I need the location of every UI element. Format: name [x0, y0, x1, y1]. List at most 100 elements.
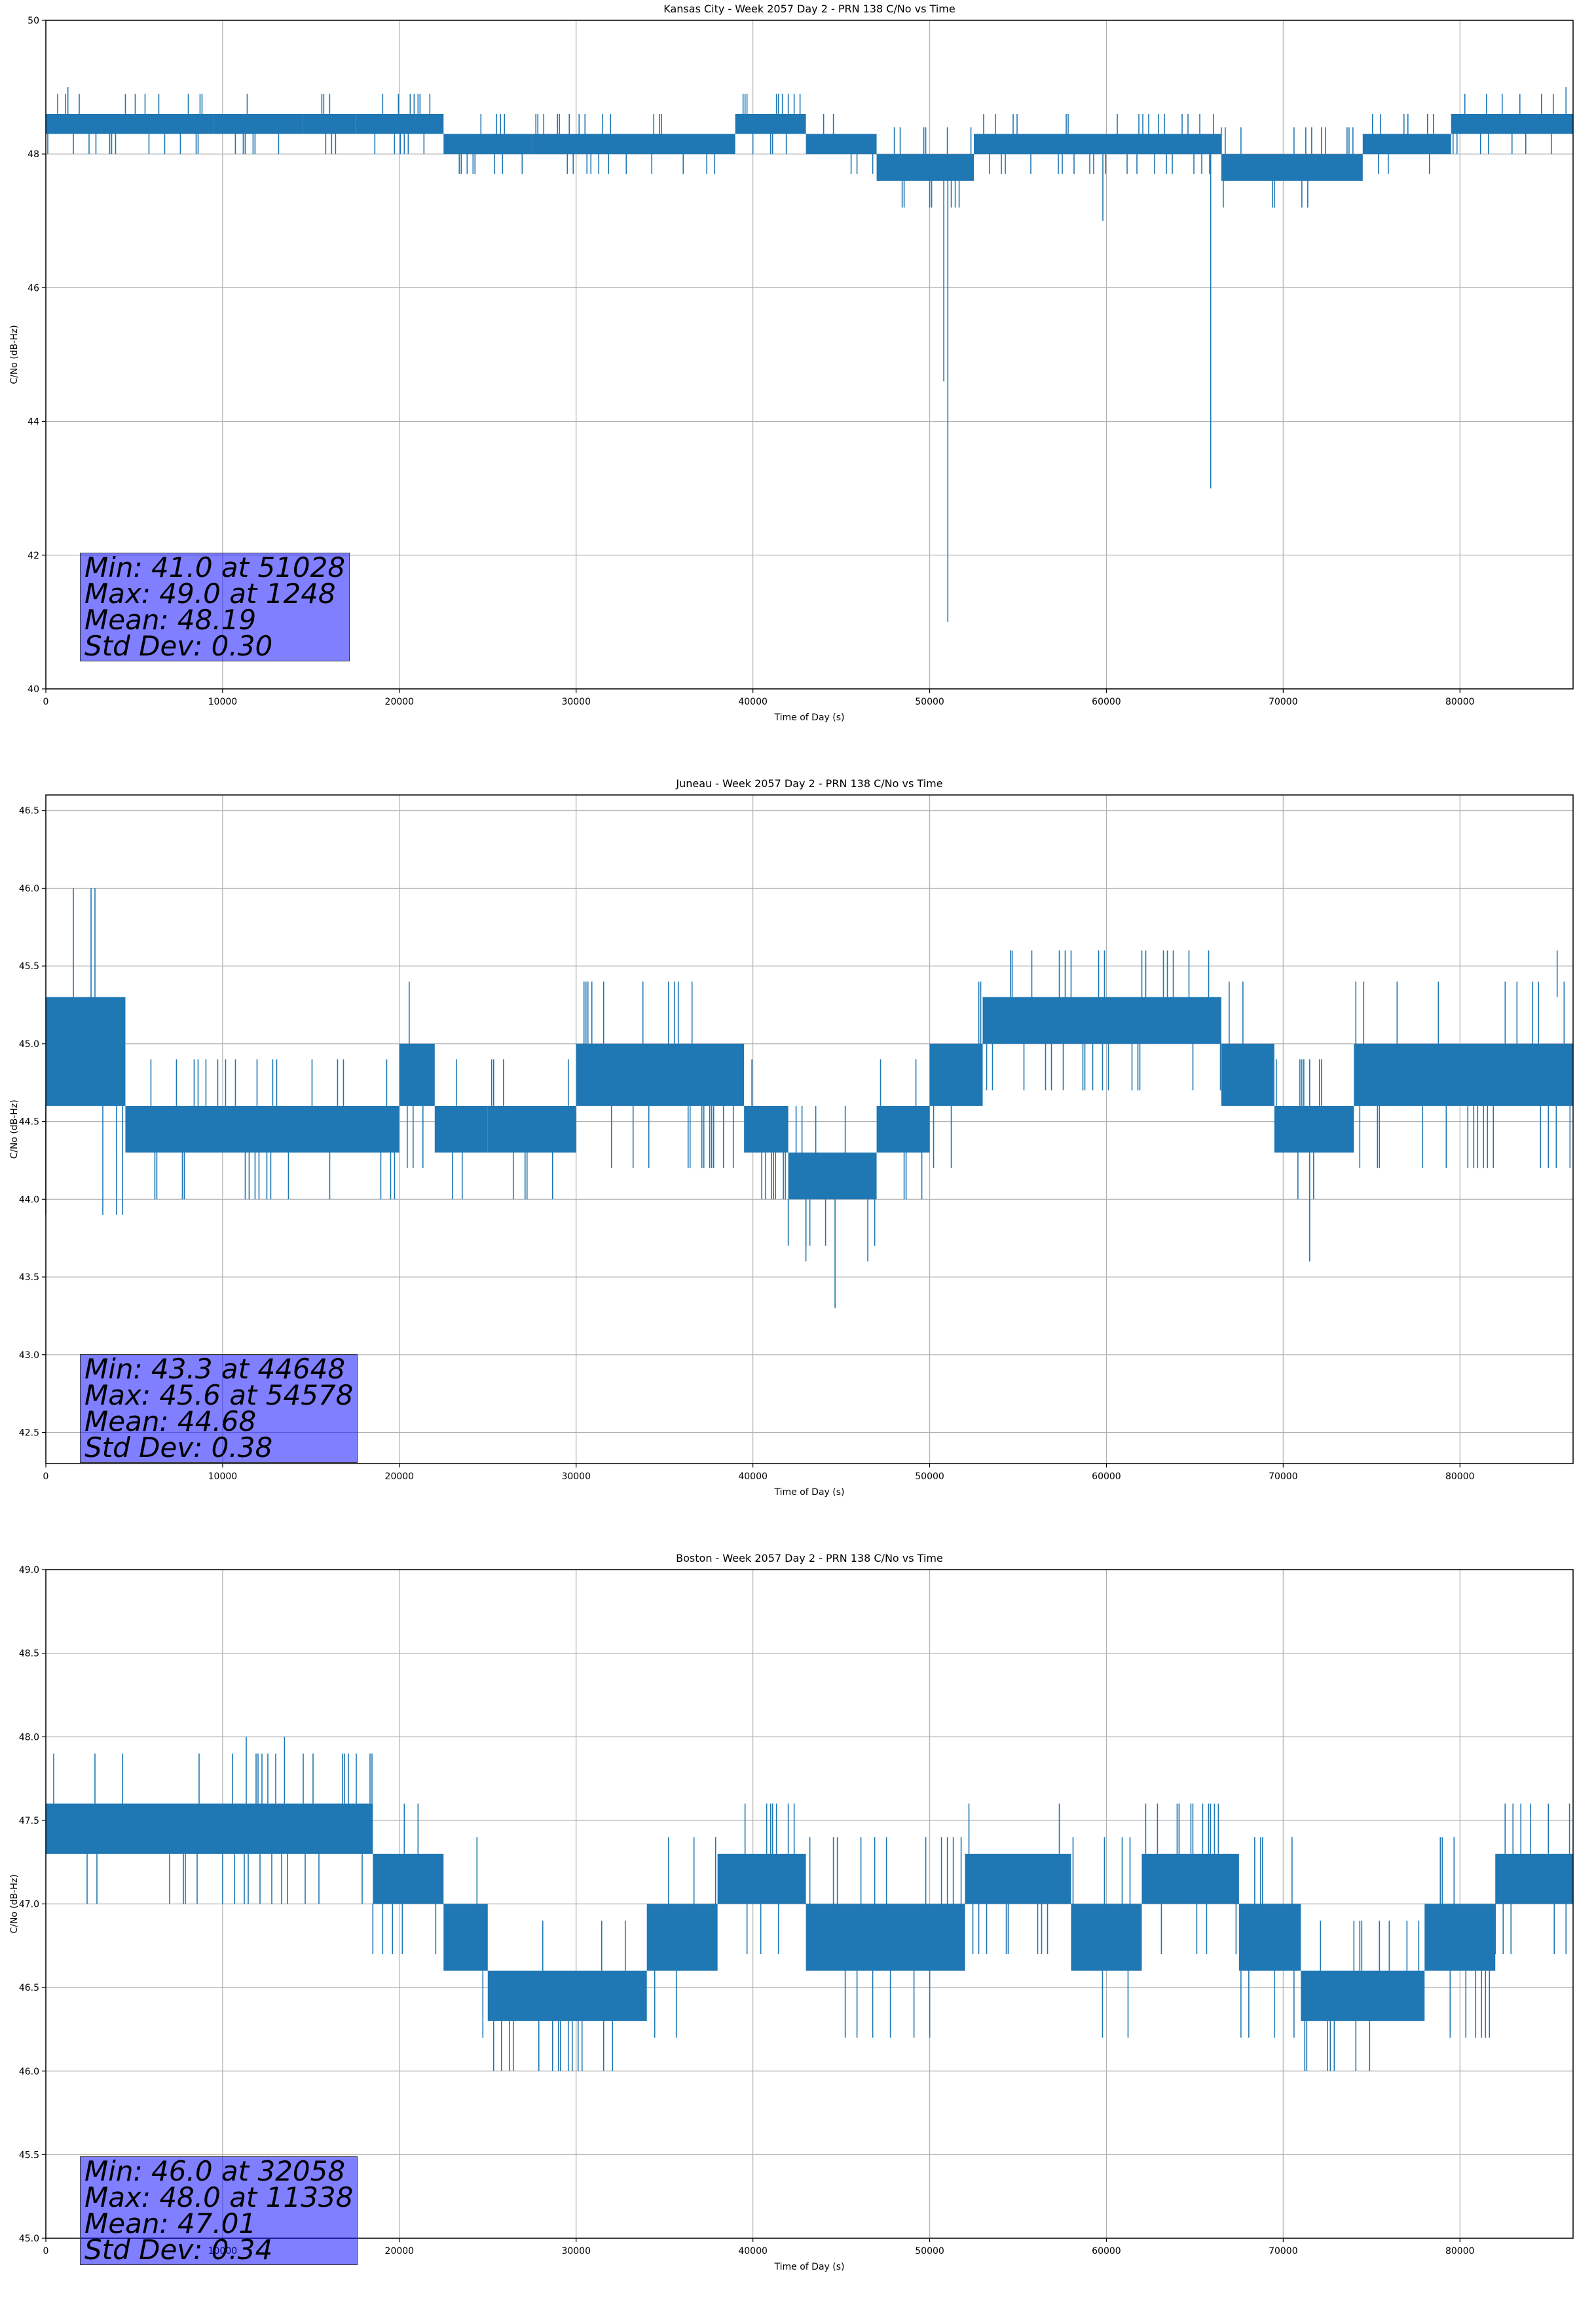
data-band — [46, 1803, 373, 1854]
stat-mean: Mean: 48.19 — [84, 604, 257, 636]
data-band — [302, 113, 356, 134]
y-tick-label: 48.5 — [19, 1649, 39, 1659]
x-tick-label: 30000 — [561, 2246, 591, 2257]
stat-stddev: Std Dev: 0.34 — [84, 2234, 273, 2266]
x-tick-label: 70000 — [1269, 1471, 1298, 1482]
x-tick-label: 50000 — [915, 697, 944, 707]
data-band — [487, 1105, 576, 1153]
y-tick-label: 46.5 — [19, 806, 39, 817]
x-tick-label: 0 — [43, 1471, 49, 1482]
y-tick-label: 46.0 — [19, 2067, 39, 2077]
data-band — [487, 1970, 647, 2021]
data-band — [1362, 134, 1451, 155]
stat-max: Max: 49.0 at 1248 — [84, 578, 336, 610]
x-tick-label: 40000 — [738, 2246, 768, 2257]
chart-boston: 0100002000030000400005000060000700008000… — [0, 1549, 1577, 2324]
data-band — [125, 1105, 399, 1153]
data-band — [443, 134, 532, 155]
plot-frame — [45, 794, 1574, 1464]
data-band — [806, 1904, 965, 1971]
stat-min: Min: 43.3 at 44648 — [84, 1353, 346, 1385]
x-tick-label: 10000 — [208, 697, 238, 707]
data-band — [876, 1105, 930, 1153]
series-line — [46, 1737, 1573, 2071]
stat-stddev: Std Dev: 0.30 — [84, 630, 273, 662]
stats-box: Min: 43.3 at 44648 Max: 45.6 at 54578 Me… — [80, 1354, 358, 1463]
x-tick-label: 60000 — [1092, 1471, 1121, 1482]
x-tick-label: 20000 — [385, 697, 415, 707]
y-tick-label: 47.5 — [19, 1816, 39, 1826]
chart-title: Juneau - Week 2057 Day 2 - PRN 138 C/No … — [675, 777, 942, 790]
y-tick-label: 48 — [28, 149, 39, 160]
data-band — [788, 1153, 877, 1200]
data-band — [735, 113, 806, 134]
x-axis-label: Time of Day (s) — [774, 712, 845, 723]
x-axis-label: Time of Day (s) — [774, 1487, 845, 1498]
y-tick-label: 45.0 — [19, 2234, 39, 2244]
data-band — [46, 113, 90, 134]
stat-mean: Mean: 47.01 — [84, 2207, 257, 2240]
y-tick-label: 44 — [28, 417, 39, 428]
stats-box: Min: 41.0 at 51028 Max: 49.0 at 1248 Mea… — [80, 553, 350, 661]
y-tick-label: 44.5 — [19, 1117, 39, 1128]
y-tick-label: 43.0 — [19, 1350, 39, 1361]
x-tick-label: 60000 — [1092, 2246, 1121, 2257]
x-tick-label: 40000 — [738, 697, 768, 707]
y-tick-label: 42.5 — [19, 1428, 39, 1439]
y-tick-label: 46.5 — [19, 1983, 39, 1993]
data-band — [399, 1043, 435, 1106]
data-band — [1274, 1105, 1354, 1153]
data-band — [443, 1904, 488, 1971]
x-tick-label: 80000 — [1445, 1471, 1475, 1482]
y-axis-label: C/No (dB-Hz) — [9, 1099, 20, 1158]
y-tick-label: 44.0 — [19, 1194, 39, 1205]
x-tick-label: 20000 — [385, 1471, 415, 1482]
data-band — [576, 1043, 745, 1106]
data-band — [1451, 113, 1573, 134]
x-tick-label: 20000 — [385, 2246, 415, 2257]
data-band — [1301, 1970, 1425, 2021]
stat-stddev: Std Dev: 0.38 — [84, 1431, 273, 1464]
chart-juneau: 0 10000 20000 30000 40000 50000 60000 70000 8000… — [0, 775, 1577, 1549]
data-band — [974, 134, 1221, 155]
data-band — [929, 1043, 983, 1106]
data-band — [373, 1853, 444, 1904]
chart-title: Boston - Week 2057 Day 2 - PRN 138 C/No … — [676, 1552, 943, 1564]
data-band — [744, 1105, 788, 1153]
data-band — [1495, 1853, 1573, 1904]
y-tick-label: 43.5 — [19, 1272, 39, 1283]
chart-svg: 0100002000030000400005000060000700008000… — [9, 1552, 1574, 2272]
data-band — [1354, 1043, 1573, 1106]
data-band — [355, 113, 444, 134]
stats-box: Min: 46.0 at 32058 Max: 48.0 at 11338 Me… — [80, 2156, 358, 2265]
data-band — [806, 134, 877, 155]
y-axis-label: C/No (dB-Hz) — [9, 325, 20, 384]
y-tick-label: 42 — [28, 551, 39, 561]
x-tick-label: 80000 — [1445, 2246, 1475, 2257]
data-band — [532, 134, 735, 155]
x-tick-label: 0 — [43, 697, 49, 707]
stat-min: Min: 46.0 at 32058 — [84, 2155, 346, 2187]
x-tick-label: 50000 — [915, 2246, 944, 2257]
x-tick-label: 40000 — [738, 1471, 768, 1482]
series-line — [45, 888, 1573, 1308]
stat-max: Max: 45.6 at 54578 — [84, 1379, 354, 1411]
stat-max: Max: 48.0 at 11338 — [84, 2181, 354, 2213]
data-band — [1424, 1904, 1496, 1971]
stat-mean: Mean: 44.68 — [84, 1405, 257, 1437]
data-band — [1238, 1904, 1301, 1971]
y-tick-label: 49.0 — [19, 1565, 39, 1576]
data-band — [1071, 1904, 1142, 1971]
y-axis-label: C/No (dB-Hz) — [9, 1874, 20, 1933]
series-line — [46, 87, 1573, 622]
y-tick-label: 48.0 — [19, 1732, 39, 1743]
x-tick-label: 70000 — [1269, 2246, 1298, 2257]
y-tick-label: 45.5 — [19, 2150, 39, 2160]
data-band — [46, 997, 126, 1106]
data-band — [717, 1853, 806, 1904]
data-band — [90, 113, 214, 134]
chart-kansas-city: 0 10000 20000 30000 40000 50000 60000 70000 8000… — [0, 0, 1577, 775]
data-band — [1141, 1853, 1239, 1904]
data-band — [213, 113, 303, 134]
